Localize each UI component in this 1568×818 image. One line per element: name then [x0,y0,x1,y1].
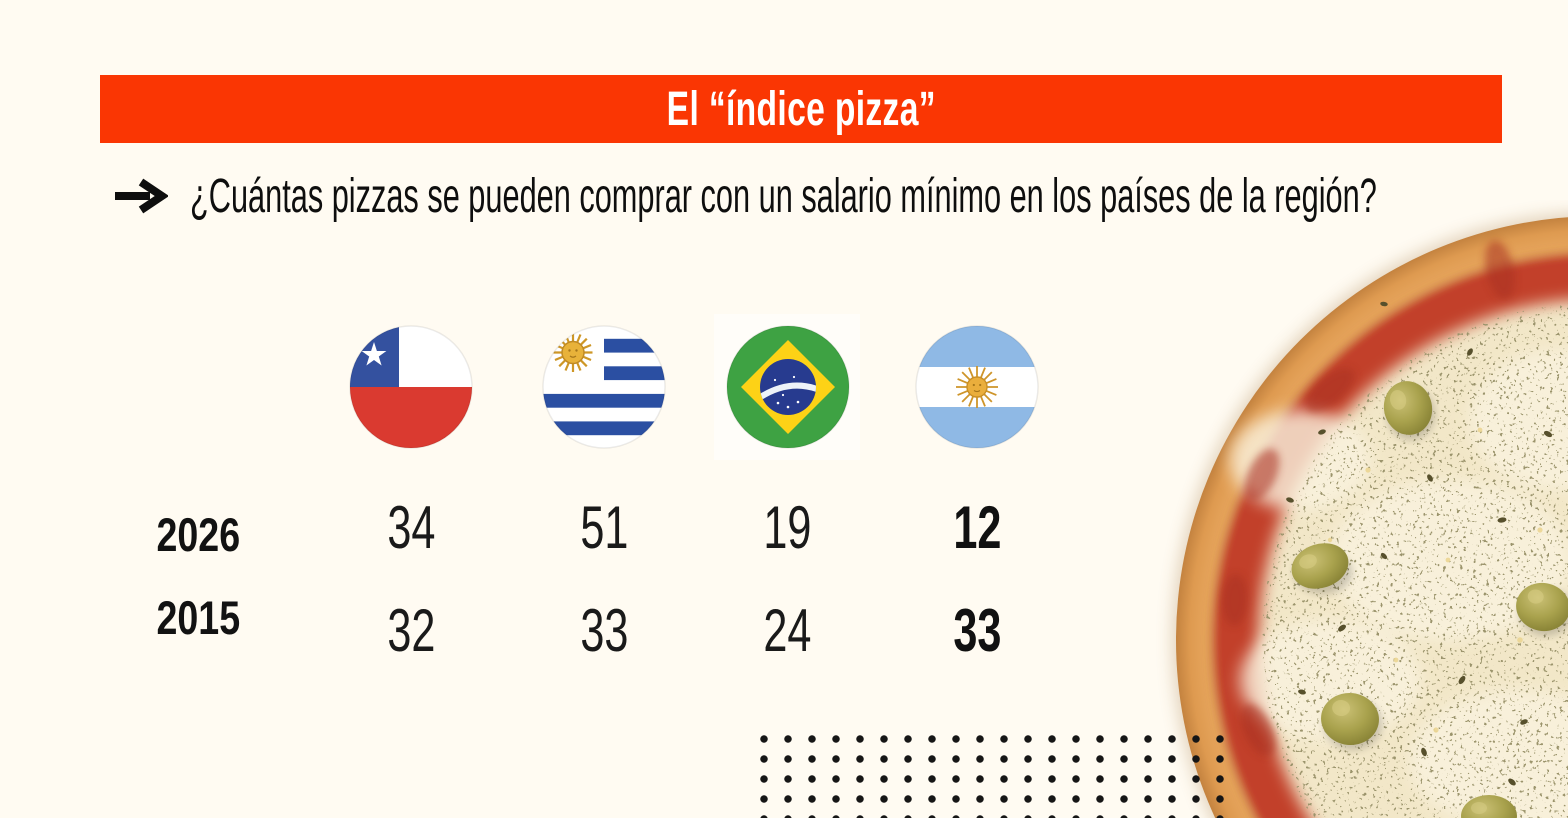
value-2015-chile: 32 [386,597,436,664]
arrow-right-icon [115,178,168,214]
uruguay-flag-icon [542,325,666,449]
row-label-2026: 2026 [156,508,240,561]
question-row: ¿Cuántas pizzas se pueden comprar con un… [112,166,1568,226]
value-2015-brazil: 24 [762,597,812,664]
value-2026-uruguay: 51 [579,494,629,561]
row-label-2015: 2015 [156,591,240,644]
dot-pattern-decoration [752,729,1234,818]
brazil-flag-icon [726,325,850,449]
chile-flag-icon [349,325,473,449]
question-text: ¿Cuántas pizzas se pueden comprar con un… [190,169,1377,223]
value-2015-argentina: 33 [952,597,1002,664]
page-title: El “índice pizza” [666,82,936,136]
value-2026-argentina: 12 [952,494,1002,561]
value-2026-brazil: 19 [762,494,812,561]
title-banner: El “índice pizza” [100,75,1502,143]
value-2026-chile: 34 [386,494,436,561]
argentina-flag-icon [915,325,1039,449]
pizza-photo [1172,213,1568,818]
value-2015-uruguay: 33 [579,597,629,664]
